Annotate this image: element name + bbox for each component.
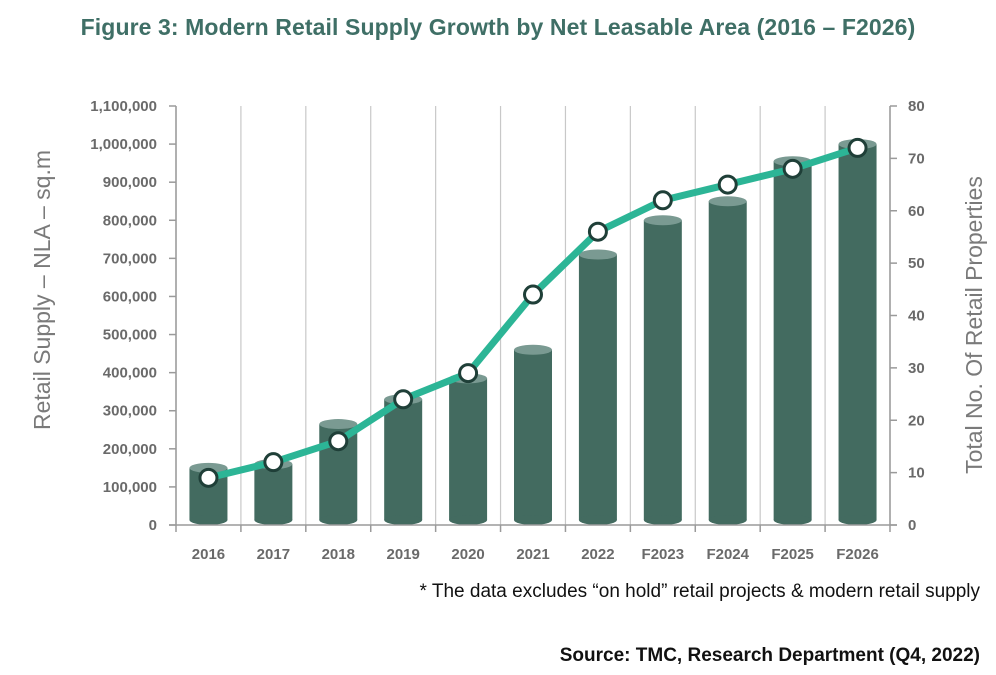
y2-tick-label: 20 — [908, 412, 925, 429]
y-tick-label: 500,000 — [103, 327, 157, 344]
grid-lines — [175, 106, 891, 525]
bar-base — [514, 515, 552, 525]
bar — [708, 196, 747, 525]
y-tick-label: 100,000 — [103, 479, 157, 496]
y-tick-label: 300,000 — [103, 403, 157, 420]
y2-tick-label: 10 — [908, 465, 925, 482]
footnote: * The data excludes “on hold” retail pro… — [419, 581, 980, 602]
bar-base — [838, 515, 877, 525]
bar — [643, 215, 682, 525]
line-point — [328, 431, 349, 452]
bar-body — [384, 399, 423, 520]
bar-body — [514, 349, 552, 520]
bar — [384, 394, 423, 525]
line-point — [652, 190, 673, 211]
bar-body — [708, 201, 747, 520]
x-tick-label: F2025 — [771, 546, 814, 563]
bar — [773, 156, 812, 525]
y2-tick-label: 70 — [908, 150, 925, 167]
line-series — [198, 137, 868, 488]
y2-tick-label: 50 — [908, 255, 925, 272]
y-tick-label: 900,000 — [103, 174, 157, 191]
y-tick-label: 700,000 — [103, 250, 157, 267]
bar-body — [578, 254, 617, 520]
y-tick-label: 1,000,000 — [90, 136, 157, 153]
bar-body — [643, 220, 682, 521]
bar-base — [643, 515, 682, 525]
bar-body — [838, 144, 877, 520]
bar-body — [773, 161, 812, 520]
x-tick-label: 2020 — [451, 546, 484, 563]
tick-labels: 0 100,000 200,000 300,000 400,000 500,000 600,… — [90, 98, 924, 563]
bar — [514, 344, 552, 525]
bar-base — [449, 515, 488, 525]
bar-base — [708, 515, 747, 525]
line-point — [782, 158, 803, 179]
bar-base — [254, 515, 293, 525]
x-tick-label: F2026 — [836, 546, 879, 563]
bar-top — [708, 196, 747, 207]
bar-base — [773, 515, 812, 525]
x-tick-label: F2024 — [706, 546, 749, 563]
bar-base — [384, 515, 423, 525]
x-tick-label: 2017 — [257, 546, 290, 563]
bar-top — [643, 215, 682, 226]
bar-base — [319, 515, 358, 525]
y-tick-label: 200,000 — [103, 441, 157, 458]
bar — [449, 373, 488, 525]
y2-tick-label: 80 — [908, 98, 925, 115]
x-tick-label: F2023 — [642, 546, 685, 563]
y2-tick-label: 0 — [908, 517, 916, 534]
y-tick-label: 400,000 — [103, 365, 157, 382]
line-point — [587, 221, 608, 242]
y-tick-label: 1,100,000 — [90, 98, 157, 115]
line-point — [458, 363, 479, 384]
bar-base — [578, 515, 617, 525]
y-tick-label: 800,000 — [103, 212, 157, 229]
y2-tick-label: 30 — [908, 360, 925, 377]
bar-body — [449, 378, 488, 520]
line-point — [198, 467, 219, 488]
line-point — [847, 137, 868, 158]
bar-body — [254, 464, 293, 520]
bar-top — [319, 419, 358, 430]
bar-top — [578, 249, 617, 260]
y-tick-label: 600,000 — [103, 288, 157, 305]
line-point — [263, 452, 284, 473]
line-point — [523, 284, 543, 305]
bar-base — [189, 515, 228, 525]
x-tick-label: 2018 — [322, 546, 355, 563]
bars — [189, 139, 877, 525]
x-tick-label: 2019 — [386, 546, 419, 563]
axes — [169, 105, 897, 532]
line-point — [393, 389, 414, 410]
x-tick-label: 2022 — [581, 546, 614, 563]
chart-title: Figure 3: Modern Retail Supply Growth by… — [80, 14, 916, 40]
source-note: Source: TMC, Research Department (Q4, 20… — [559, 645, 980, 666]
y2-axis-title: Total No. Of Retail Properties — [961, 176, 987, 474]
y2-tick-label: 60 — [908, 203, 925, 220]
y2-tick-label: 40 — [908, 308, 925, 325]
bar — [838, 139, 877, 525]
y-tick-label: 0 — [149, 517, 157, 534]
line-point — [717, 174, 738, 195]
bar-top — [514, 344, 552, 355]
x-tick-label: 2021 — [516, 546, 549, 563]
bar — [578, 249, 617, 525]
y-axis-title: Retail Supply – NLA – sq.m — [29, 150, 55, 430]
x-tick-label: 2016 — [192, 546, 225, 563]
